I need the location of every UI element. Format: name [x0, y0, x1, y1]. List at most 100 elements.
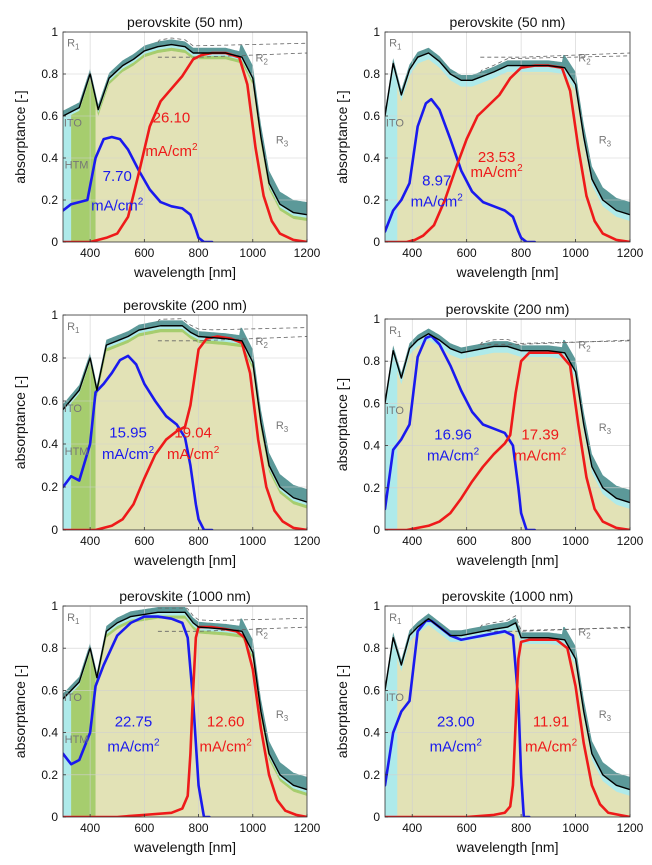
blue-current-annotation: 23.00 [437, 713, 475, 730]
dashed-reflection-lower [480, 339, 630, 345]
region-label-ito: ITO [386, 692, 405, 704]
blue-current-annotation: mA/cm2 [411, 192, 464, 210]
annotation-text: mA/cm [411, 193, 458, 210]
annotation-text: 12.60 [207, 713, 245, 730]
black-absorptance-series [385, 617, 630, 791]
region-label-ito-text: ITO [64, 692, 83, 704]
annotation-text: 23.53 [478, 149, 516, 166]
y-axis-label: absorptance [-] [334, 665, 350, 758]
red-absorptance-series [63, 51, 307, 242]
axes-frame [384, 318, 631, 531]
region-label-r3-sub: 3 [284, 139, 289, 148]
region-label-r2: R2 [578, 340, 591, 354]
region-label-r3: R3 [276, 134, 289, 148]
region-label-r1-text: R [389, 325, 397, 337]
red-absorptance-series [385, 64, 630, 242]
region-label-r1-text: R [67, 612, 75, 624]
x-axis-label: wavelength [nm] [456, 264, 559, 280]
region-label-ito-text: ITO [386, 118, 405, 130]
region-label-r2: R2 [255, 52, 268, 66]
axes-frame [62, 605, 308, 818]
y-tick-label: 0 [51, 523, 58, 537]
region-label-r3-text: R [276, 134, 284, 146]
y-tick-label: 0.8 [41, 351, 58, 365]
dashed-reflection-upper [479, 339, 630, 346]
region-label-r1-text: R [67, 38, 75, 50]
red-current-annotation: 11.91 [533, 713, 569, 730]
annotation-superscript: 2 [154, 738, 160, 749]
annotation-text: mA/cm [427, 447, 474, 464]
blue-current-annotation: mA/cm2 [430, 738, 483, 756]
y-tick-label: 0.4 [363, 726, 380, 740]
region-label-ito-text: ITO [64, 118, 83, 130]
y-tick-label: 0.2 [363, 768, 380, 782]
region-label-r3-text: R [276, 709, 284, 721]
y-tick-label: 0.2 [363, 481, 380, 495]
region-label-r1-text: R [389, 38, 397, 50]
y-tick-label: 0.4 [41, 151, 58, 165]
axes-frame [62, 314, 308, 531]
perovskite-region [95, 50, 307, 242]
region-label-r3: R3 [599, 422, 612, 436]
blue-absorptance-series [385, 619, 531, 817]
region-label-r3: R3 [276, 420, 289, 434]
region-label-ito: ITO [64, 403, 83, 415]
region-label-r1-sub: 1 [75, 326, 80, 335]
red-absorptance-series [385, 638, 630, 817]
annotation-text: mA/cm [430, 739, 477, 756]
y-tick-label: 0.6 [41, 683, 58, 697]
blue-current-annotation: 15.95 [109, 425, 147, 442]
region-label-r3-sub: 3 [284, 714, 289, 723]
y-tick-label: 0.8 [363, 67, 380, 81]
blue-current-annotation: 7.70 [103, 168, 132, 185]
annotation-text: mA/cm [200, 739, 247, 756]
black-absorptance-series [385, 333, 630, 504]
annotation-superscript: 2 [246, 738, 252, 749]
chart-title: perovskite (1000 nm) [442, 588, 574, 604]
region-label-ito: ITO [64, 118, 83, 130]
chart-title: perovskite (50 nm) [450, 14, 566, 30]
region-label-r2: R2 [578, 52, 591, 66]
x-axis-label: wavelength [nm] [133, 552, 236, 568]
region-label-r3-text: R [276, 420, 284, 432]
chart-title: perovskite (200 nm) [123, 297, 247, 313]
perovskite-region [95, 618, 307, 817]
region-label-r1-text: R [67, 321, 75, 333]
x-tick-label: 1000 [562, 534, 589, 548]
blue-current-annotation: mA/cm2 [102, 445, 155, 463]
blue-current-annotation: mA/cm2 [107, 738, 160, 756]
region-label-r3-text: R [599, 134, 607, 146]
y-tick-label: 0.4 [41, 437, 58, 451]
y-tick-label: 0.8 [363, 354, 380, 368]
blue-absorptance-series [385, 334, 537, 530]
x-tick-label: 1000 [239, 534, 266, 548]
x-tick-label: 1200 [617, 821, 644, 835]
x-tick-label: 400 [402, 534, 422, 548]
y-tick-label: 0.2 [363, 193, 380, 207]
axes-frame [384, 31, 631, 243]
region-label-r3-sub: 3 [607, 427, 612, 436]
x-tick-label: 800 [189, 246, 209, 260]
y-tick-label: 0.8 [41, 67, 58, 81]
y-tick-label: 0.6 [41, 394, 58, 408]
x-tick-label: 1200 [294, 246, 321, 260]
red-current-annotation: 23.53 [478, 149, 516, 166]
region-label-r1: R1 [67, 38, 80, 52]
annotation-text: mA/cm [102, 446, 149, 463]
x-axis-label: wavelength [nm] [133, 264, 236, 280]
region-label-r3-sub: 3 [284, 425, 289, 434]
blue-absorptance-series [63, 615, 211, 817]
annotation-text: 22.75 [115, 713, 153, 730]
annotation-text: 23.00 [437, 713, 475, 730]
x-tick-label: 600 [457, 246, 477, 260]
x-tick-label: 1200 [294, 534, 321, 548]
region-label-htm: HTM [65, 446, 89, 458]
x-tick-label: 1200 [617, 246, 644, 260]
region-label-r2-text: R [255, 336, 263, 348]
